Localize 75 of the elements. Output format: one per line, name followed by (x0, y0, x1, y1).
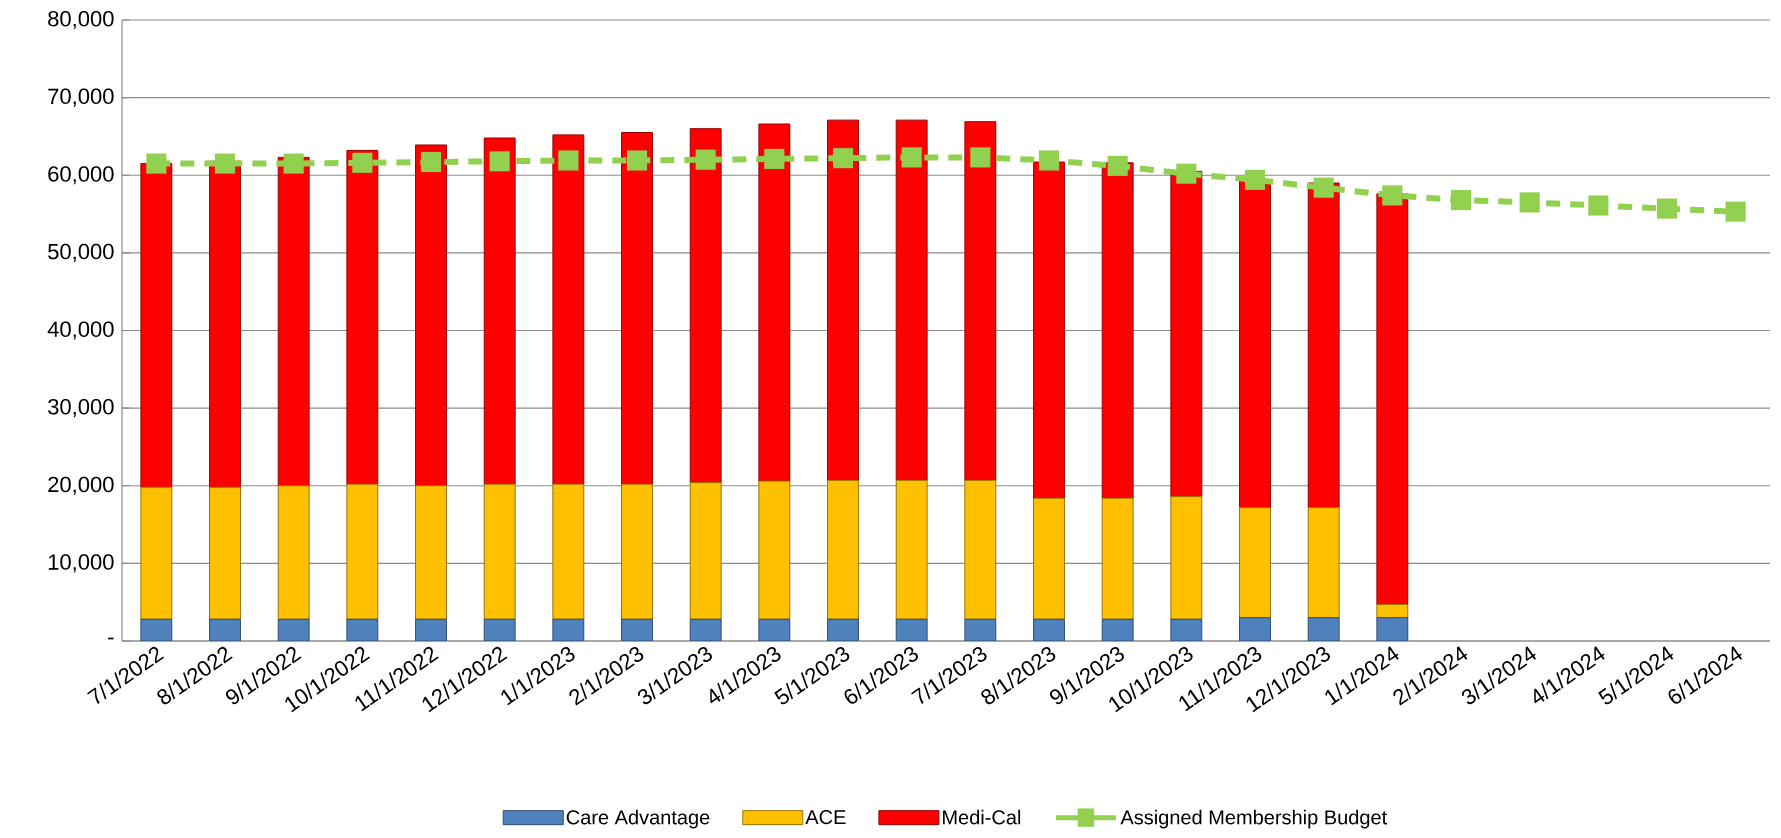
bar (1239, 180, 1271, 508)
y-tick-label: 20,000 (48, 476, 114, 495)
point (1244, 169, 1266, 190)
legend-label: ACE (805, 810, 846, 825)
bar (758, 480, 791, 620)
point (1313, 177, 1334, 198)
point (832, 148, 854, 169)
bar (964, 479, 997, 620)
point (420, 151, 442, 173)
bar (415, 144, 447, 487)
bar (827, 479, 859, 620)
bar (346, 149, 379, 485)
legend-label: Care Advantage (566, 809, 710, 829)
point (489, 151, 510, 172)
bar (1307, 506, 1340, 619)
y-tick-label: 70,000 (48, 88, 114, 107)
legend-label: Assigned Membership Budget (1120, 809, 1388, 829)
bar (964, 121, 997, 481)
bar (483, 137, 516, 485)
bar (1376, 604, 1409, 619)
y-tick-label: 40,000 (47, 321, 114, 340)
bar (827, 119, 859, 481)
bar (1376, 193, 1409, 605)
point (1038, 150, 1060, 171)
bar (895, 119, 928, 481)
y-tick-label: - (108, 637, 114, 640)
point (626, 150, 648, 171)
point (283, 153, 304, 174)
bar (552, 134, 585, 485)
y-tick-label: 50,000 (48, 243, 114, 262)
bar (621, 483, 653, 620)
bar (1307, 182, 1340, 508)
point (1382, 185, 1403, 206)
bar (346, 483, 379, 620)
y-tick-label: 30,000 (48, 399, 114, 418)
y-tick-label: 10,000 (48, 554, 114, 573)
bar (758, 123, 791, 482)
point (558, 150, 579, 171)
legend-label: Medi-Cal (943, 809, 1021, 825)
bar (415, 485, 447, 620)
point (1725, 201, 1746, 222)
bar (277, 485, 310, 620)
point (764, 148, 785, 169)
point (146, 153, 167, 174)
bar (1033, 161, 1065, 499)
bar (1101, 162, 1134, 499)
bar (895, 479, 928, 620)
point (1107, 155, 1128, 176)
point (214, 153, 236, 174)
point (1176, 163, 1197, 184)
bar (621, 132, 653, 485)
bar (209, 486, 241, 620)
point (695, 149, 716, 170)
y-tick-label: 80,000 (48, 10, 114, 30)
bar (1170, 170, 1203, 498)
bar (140, 486, 173, 620)
point (970, 147, 991, 168)
bar (1101, 497, 1134, 620)
point (901, 147, 922, 168)
point (1450, 190, 1472, 211)
bar (689, 482, 722, 620)
point (1656, 198, 1678, 219)
bar (1239, 506, 1271, 619)
bar (689, 128, 722, 484)
point (1588, 195, 1609, 216)
bar (277, 156, 310, 487)
y-tick-label: 60,000 (48, 166, 114, 185)
point (352, 152, 373, 173)
bar (1033, 497, 1065, 620)
point (1519, 192, 1540, 213)
bar (140, 163, 173, 488)
bar (1239, 617, 1271, 641)
bar (552, 483, 585, 620)
bar (483, 483, 516, 620)
bar (1170, 496, 1203, 620)
